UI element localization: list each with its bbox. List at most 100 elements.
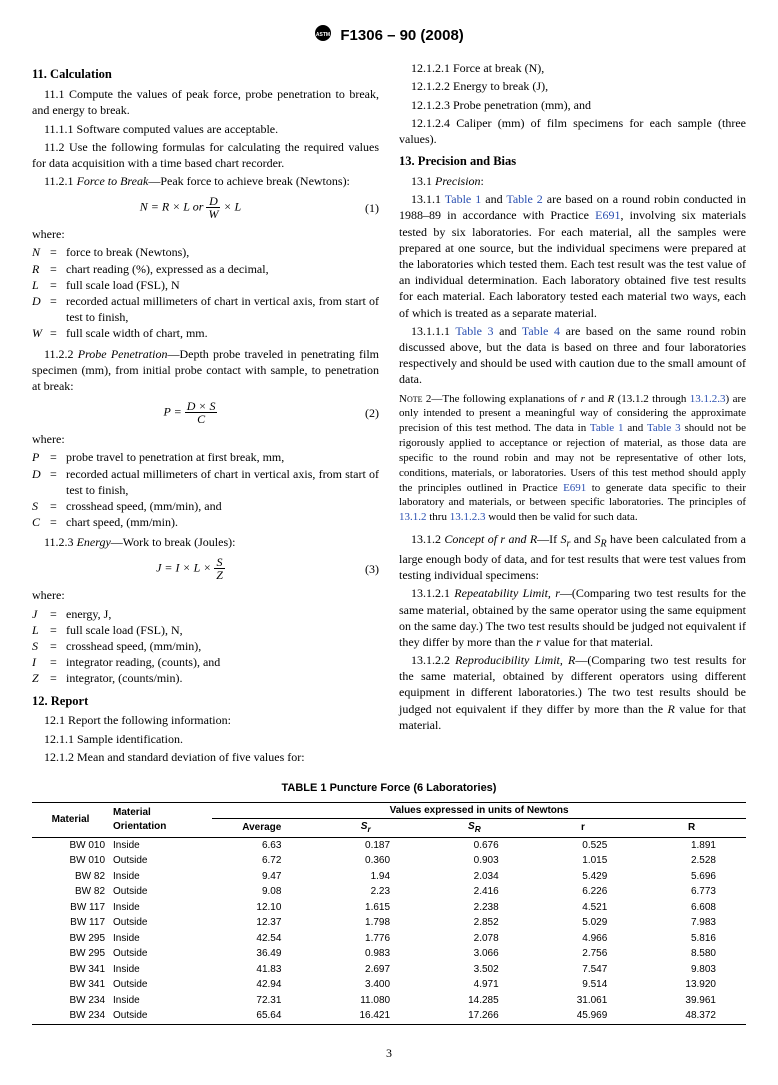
table-cell: Outside — [109, 853, 212, 869]
table-cell: 1.891 — [637, 837, 746, 853]
where-row: S=crosshead speed, (mm/min), and — [32, 498, 379, 514]
note-2: Note 2—The following explanations of r a… — [399, 392, 746, 526]
where-row: D=recorded actual millimeters of chart i… — [32, 466, 379, 498]
p-13-1-1-1-num: 13.1.1.1 — [411, 324, 455, 338]
p-11-2-3-rest: —Work to break (Joules): — [111, 535, 236, 549]
link-table-1b[interactable]: Table 1 — [590, 422, 624, 434]
p-11-2-3: 11.2.3 Energy—Work to break (Joules): — [32, 534, 379, 550]
p-13-1-2-b: —If — [537, 532, 560, 546]
table-cell: 6.773 — [637, 884, 746, 900]
left-column: 11. Calculation 11.1 Compute the values … — [32, 60, 379, 767]
table-cell: 13.920 — [637, 977, 746, 993]
table-cell: Inside — [109, 931, 212, 947]
table-cell: 7.547 — [529, 962, 638, 978]
link-13-1-2-3a[interactable]: 13.1.2.3 — [690, 393, 726, 405]
p-13-1-colon: : — [481, 174, 484, 188]
table-cell: 1.776 — [311, 931, 420, 947]
table-row: BW 234Inside72.3111.08014.28531.06139.96… — [32, 993, 746, 1009]
p-13-1-2: 13.1.2 Concept of r and R—If Sr and SR h… — [399, 531, 746, 583]
table-cell: 1.798 — [311, 915, 420, 931]
th-material: Material — [32, 802, 109, 837]
p-13-1-2-2-num: 13.1.2.2 — [411, 653, 455, 667]
table-cell: BW 234 — [32, 993, 109, 1009]
table-cell: 0.187 — [311, 837, 420, 853]
link-13-1-2[interactable]: 13.1.2 — [399, 511, 427, 523]
note-2-b: (13.1.2 through — [614, 393, 690, 405]
where-3: where: — [32, 587, 379, 603]
th-sr: Sr — [311, 819, 420, 837]
defs-3: J=energy, J,L=full scale load (FSL), N,S… — [32, 606, 379, 687]
link-table-4[interactable]: Table 4 — [522, 324, 560, 338]
page-number: 3 — [32, 1045, 746, 1061]
table-cell: BW 117 — [32, 900, 109, 916]
where-row: P=probe travel to penetration at first b… — [32, 449, 379, 465]
note-2-g: would then be valid for such data. — [485, 511, 637, 523]
where-def: force to break (Newtons), — [66, 244, 379, 260]
table-cell: 4.966 — [529, 931, 638, 947]
where-row: R=chart reading (%), expressed as a deci… — [32, 261, 379, 277]
p-13-1-2-2: 13.1.2.2 Reproducibility Limit, R—(Compa… — [399, 652, 746, 733]
table-row: BW 341Outside42.943.4004.9719.51413.920 — [32, 977, 746, 993]
table-cell: 17.266 — [420, 1008, 529, 1024]
table-cell: BW 82 — [32, 869, 109, 885]
where-1: where: — [32, 226, 379, 242]
eq1-post: × L — [220, 200, 241, 214]
table-cell: 0.903 — [420, 853, 529, 869]
table-cell: BW 82 — [32, 884, 109, 900]
table-cell: 0.676 — [420, 837, 529, 853]
where-equals: = — [50, 654, 66, 670]
probe-pen-label: Probe Penetration — [78, 347, 168, 361]
eq2-den: C — [185, 413, 218, 425]
table-row: BW 117Outside12.371.7982.8525.0297.983 — [32, 915, 746, 931]
table-cell: 7.983 — [637, 915, 746, 931]
where-row: J=energy, J, — [32, 606, 379, 622]
link-e691-1[interactable]: E691 — [595, 208, 620, 222]
th-values: Values expressed in units of Newtons — [212, 802, 746, 819]
where-symbol: D — [32, 466, 50, 482]
where-def: full scale load (FSL), N, — [66, 622, 379, 638]
table-row: BW 341Inside41.832.6973.5027.5479.803 — [32, 962, 746, 978]
where-row: D=recorded actual millimeters of chart i… — [32, 293, 379, 325]
p-13-1-num: 13.1 — [411, 174, 435, 188]
equation-3: J = I × L × SZ (3) — [32, 556, 379, 581]
where-equals: = — [50, 325, 66, 341]
note-2-f: thru — [427, 511, 450, 523]
link-e691-2[interactable]: E691 — [563, 482, 586, 494]
p-13-1-2-1: 13.1.2.1 Repeatability Limit, r—(Compari… — [399, 585, 746, 650]
table-cell: 6.226 — [529, 884, 638, 900]
R-val: R — [667, 702, 674, 716]
link-13-1-2-3b[interactable]: 13.1.2.3 — [450, 511, 486, 523]
where-equals: = — [50, 514, 66, 530]
where-symbol: L — [32, 277, 50, 293]
th-SR: SR — [420, 819, 529, 837]
where-row: S=crosshead speed, (mm/min), — [32, 638, 379, 654]
table-cell: 2.034 — [420, 869, 529, 885]
and-4: and — [570, 532, 594, 546]
table-cell: Outside — [109, 1008, 212, 1024]
p-11-2-1-num: 11.2.1 — [44, 174, 77, 188]
p-11-1: 11.1 Compute the values of peak force, p… — [32, 86, 379, 118]
repeat-label: Repeatability Limit, r — [454, 586, 560, 600]
table-cell: 1.94 — [311, 869, 420, 885]
where-equals: = — [50, 498, 66, 514]
where-symbol: R — [32, 261, 50, 277]
link-table-1[interactable]: Table 1 — [445, 192, 481, 206]
where-symbol: W — [32, 325, 50, 341]
section-12-head: 12. Report — [32, 693, 379, 710]
table-cell: 12.10 — [212, 900, 311, 916]
table-cell: 36.49 — [212, 946, 311, 962]
eq2-number: (2) — [349, 405, 379, 421]
p-12-1-2-1: 12.1.2.1 Force at break (N), — [399, 60, 746, 76]
table-cell: Inside — [109, 900, 212, 916]
table-cell: 6.608 — [637, 900, 746, 916]
where-symbol: P — [32, 449, 50, 465]
table-cell: 48.372 — [637, 1008, 746, 1024]
link-table-2[interactable]: Table 2 — [506, 192, 542, 206]
where-symbol: N — [32, 244, 50, 260]
link-table-3[interactable]: Table 3 — [455, 324, 493, 338]
p-11-1-1: 11.1.1 Software computed values are acce… — [32, 121, 379, 137]
and-2: and — [494, 324, 522, 338]
where-def: integrator, (counts/min). — [66, 670, 379, 686]
reprod-label: Reproducibility Limit, R — [455, 653, 575, 667]
link-table-3b[interactable]: Table 3 — [647, 422, 681, 434]
